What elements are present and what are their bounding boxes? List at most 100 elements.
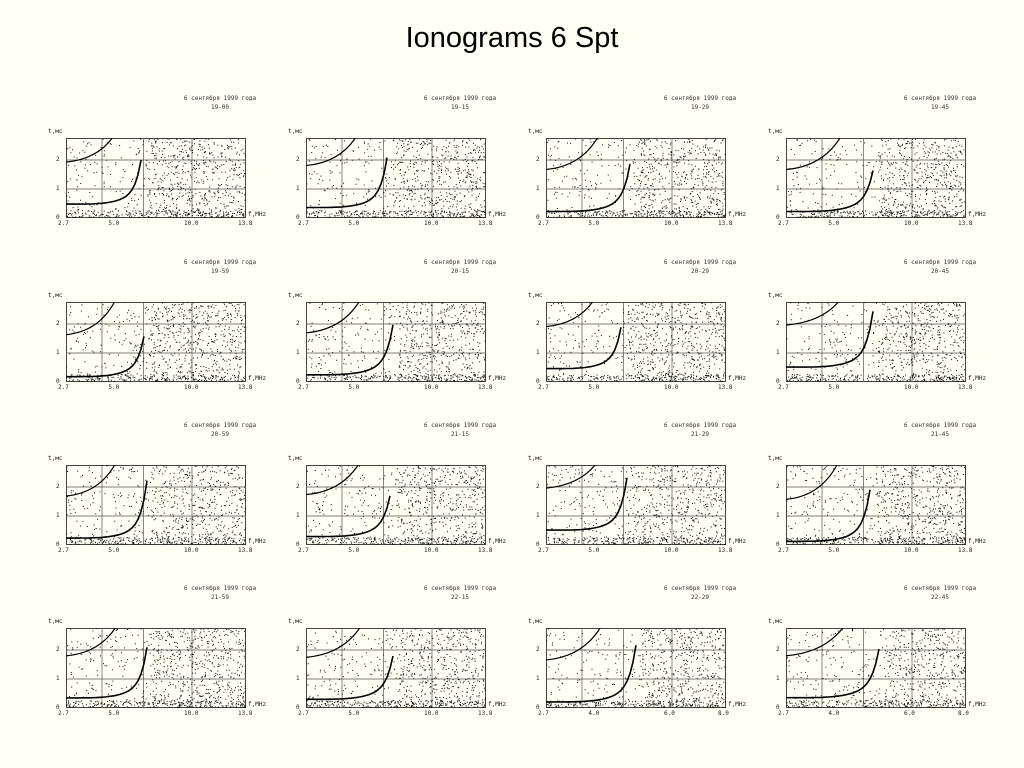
y-axis-label: t,мс — [768, 455, 783, 462]
ionogram-panel: 6 сентября 1999 года 21-59 t,мс f,MHz 0 1 2… — [40, 575, 280, 725]
x-tick-label: 13.8 — [238, 220, 253, 227]
x-tick-label: 5.0 — [828, 220, 840, 227]
x-tick-label: 13.8 — [478, 220, 493, 227]
x-tick-label: 8.0 — [958, 710, 969, 717]
x-axis-label: f,MHz — [968, 701, 987, 708]
y-axis-label: t,мс — [528, 292, 543, 299]
panel-time: 21-15 — [450, 431, 470, 438]
x-tick-label: 10.0 — [184, 710, 199, 717]
ionogram-panel: 6 сентября 1999 года 19-15 t,мс f,MHz 0 1 2… — [280, 85, 520, 235]
x-axis-label: f,MHz — [728, 538, 747, 545]
x-tick-label: 5.0 — [108, 710, 120, 717]
y-tick-label: 2 — [56, 483, 60, 490]
panel-date: 6 сентября 1999 года — [903, 422, 977, 429]
y-tick-label: 1 — [776, 512, 780, 519]
y-tick-label: 0 — [56, 704, 60, 711]
x-tick-label: 5.0 — [108, 220, 120, 227]
x-axis-label: f,MHz — [728, 701, 747, 708]
x-tick-label: 2.7 — [538, 220, 549, 227]
x-tick-label: 4.0 — [828, 710, 840, 717]
x-tick-label: 2.7 — [58, 384, 69, 391]
y-tick-label: 2 — [776, 156, 780, 163]
x-axis-label: f,MHz — [488, 375, 507, 382]
ionogram-plot — [306, 302, 486, 382]
x-tick-label: 5.0 — [828, 547, 840, 554]
x-axis-label: f,MHz — [248, 701, 267, 708]
x-tick-label: 13.8 — [958, 220, 973, 227]
panel-date: 6 сентября 1999 года — [903, 259, 977, 266]
x-tick-label: 10.0 — [904, 547, 919, 554]
x-tick-label: 13.8 — [478, 547, 493, 554]
panel-time: 19-29 — [690, 104, 710, 111]
panel-time: 19-59 — [210, 268, 230, 275]
y-tick-label: 2 — [776, 483, 780, 490]
y-tick-label: 0 — [56, 214, 60, 221]
y-tick-label: 0 — [536, 704, 540, 711]
x-axis-label: f,MHz — [728, 375, 747, 382]
x-tick-label: 13.8 — [958, 547, 973, 554]
x-axis-label: f,MHz — [728, 211, 747, 218]
x-tick-label: 5.0 — [348, 220, 360, 227]
x-tick-label: 5.0 — [588, 547, 600, 554]
ionogram-panel: 6 сентября 1999 года 21-45 t,мс f,MHz 0 1 2… — [760, 412, 1000, 562]
x-tick-label: 2.7 — [538, 547, 549, 554]
ionogram-panel: 6 сентября 1999 года 19-59 t,мс f,MHz 0 1 2… — [40, 249, 280, 399]
x-tick-label: 10.0 — [184, 220, 199, 227]
x-tick-label: 5.0 — [348, 384, 360, 391]
x-tick-label: 5.0 — [108, 384, 120, 391]
panel-time: 22-45 — [930, 594, 950, 601]
x-tick-label: 5.0 — [108, 547, 120, 554]
x-tick-label: 10.0 — [664, 384, 679, 391]
x-tick-label: 13.8 — [478, 384, 493, 391]
ionogram-panel: 6 сентября 1999 года 22-15 t,мс f,MHz 0 1 2… — [280, 575, 520, 725]
x-axis-label: f,MHz — [488, 701, 507, 708]
y-tick-label: 1 — [536, 185, 540, 192]
x-tick-label: 6.0 — [904, 710, 915, 717]
panel-date: 6 сентября 1999 года — [423, 259, 497, 266]
x-axis-label: f,MHz — [248, 211, 267, 218]
x-tick-label: 10.0 — [424, 220, 439, 227]
y-tick-label: 2 — [56, 320, 60, 327]
y-tick-label: 0 — [776, 214, 780, 221]
ionogram-plot — [306, 465, 486, 545]
x-tick-label: 2.7 — [538, 710, 549, 717]
x-tick-label: 13.8 — [478, 710, 493, 717]
ionogram-plot — [546, 302, 726, 382]
y-axis-label: t,мс — [48, 128, 63, 135]
ionogram-plot — [786, 465, 966, 545]
y-tick-label: 2 — [776, 646, 780, 653]
panel-date: 6 сентября 1999 года — [663, 422, 737, 429]
y-tick-label: 2 — [296, 646, 300, 653]
y-tick-label: 1 — [56, 349, 60, 356]
ionogram-plot — [306, 628, 486, 708]
panel-time: 22-29 — [690, 594, 710, 601]
ionogram-plot — [786, 138, 966, 218]
ionogram-plot — [66, 138, 246, 218]
x-tick-label: 10.0 — [424, 710, 439, 717]
x-tick-label: 10.0 — [184, 384, 199, 391]
ionogram-plot — [66, 302, 246, 382]
panel-time: 21-59 — [210, 594, 230, 601]
x-tick-label: 10.0 — [424, 547, 439, 554]
panel-date: 6 сентября 1999 года — [423, 422, 497, 429]
y-tick-label: 0 — [296, 378, 300, 385]
y-tick-label: 2 — [296, 483, 300, 490]
ionogram-panel: 6 сентября 1999 года 21-29 t,мс f,MHz 0 1 2… — [520, 412, 760, 562]
x-tick-label: 2.7 — [58, 710, 69, 717]
panel-time: 21-29 — [690, 431, 710, 438]
ionogram-plot — [546, 138, 726, 218]
x-tick-label: 10.0 — [664, 220, 679, 227]
y-tick-label: 0 — [536, 214, 540, 221]
panel-date: 6 сентября 1999 года — [423, 95, 497, 102]
ionogram-panel: 6 сентября 1999 года 20-29 t,мс f,MHz 0 1 2… — [520, 249, 760, 399]
y-axis-label: t,мс — [48, 292, 63, 299]
x-tick-label: 10.0 — [184, 547, 199, 554]
y-axis-label: t,мс — [48, 455, 63, 462]
y-tick-label: 1 — [296, 512, 300, 519]
x-tick-label: 13.8 — [718, 547, 733, 554]
ionogram-plot — [306, 138, 486, 218]
x-tick-label: 2.7 — [298, 547, 309, 554]
x-tick-label: 5.0 — [828, 384, 840, 391]
ionogram-plot — [786, 302, 966, 382]
y-tick-label: 0 — [776, 541, 780, 548]
